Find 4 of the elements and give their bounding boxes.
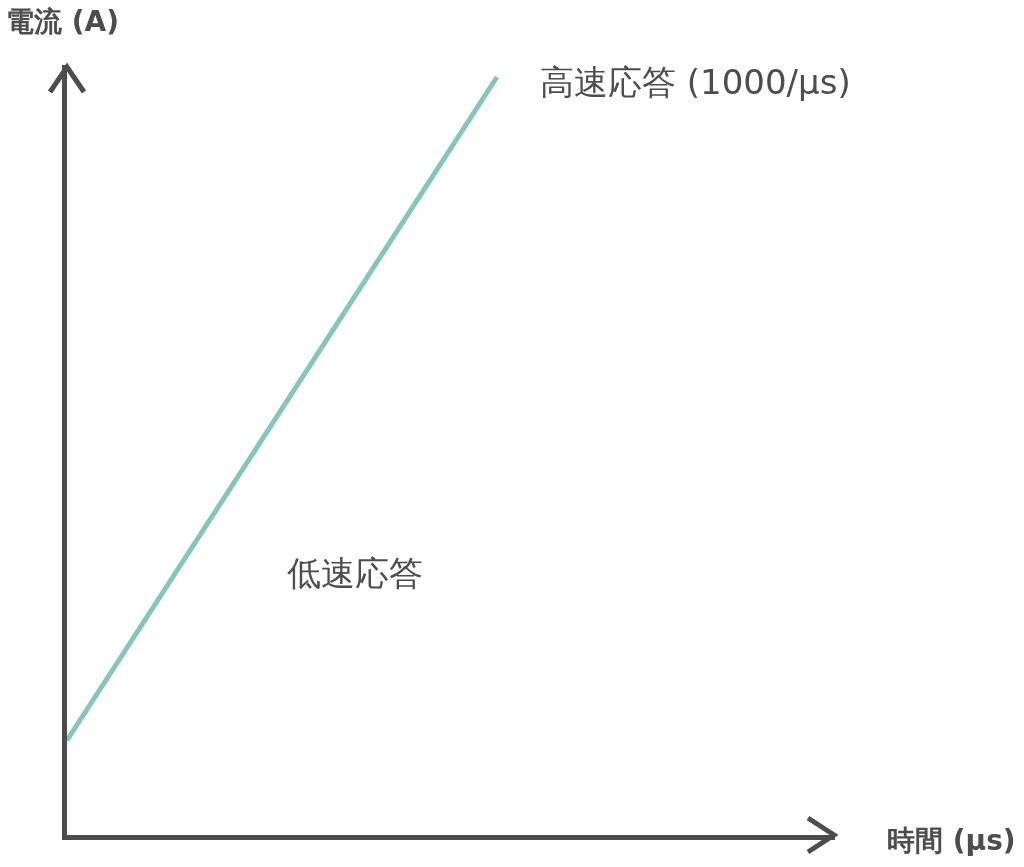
annotation: 高速応答 (1000/µs): [540, 62, 851, 102]
y-axis-title: 電流 (A): [6, 5, 120, 38]
annotation: 低速応答: [287, 553, 423, 593]
x-axis-title: 時間 (µs): [887, 824, 1016, 857]
